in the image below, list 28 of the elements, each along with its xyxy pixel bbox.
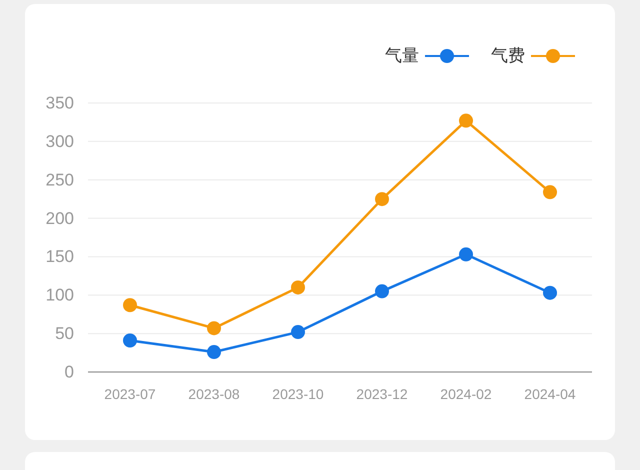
point: [459, 114, 473, 128]
x-tick-label: 2024-04: [524, 386, 576, 402]
point: [123, 333, 137, 348]
point: [207, 321, 221, 336]
y-tick-label: 200: [46, 208, 74, 228]
legend-label: 气量: [385, 46, 419, 66]
point: [123, 298, 137, 312]
x-tick-label: 2023-12: [356, 386, 408, 402]
y-tick-label: 100: [46, 286, 74, 305]
y-tick-label: 150: [46, 247, 74, 266]
point: [375, 284, 389, 298]
point: [291, 325, 305, 340]
x-tick-label: 2023-10: [272, 386, 324, 402]
y-tick-label: 300: [46, 132, 74, 151]
point: [375, 192, 389, 206]
point: [543, 286, 557, 300]
x-tick-label: 2023-07: [104, 386, 156, 402]
y-tick-label: 50: [55, 324, 74, 344]
point: [459, 247, 473, 262]
y-tick-label: 250: [46, 170, 74, 190]
legend-label: 气费: [491, 46, 525, 66]
y-tick-label: 350: [46, 94, 74, 112]
x-tick-label: 2023-08: [188, 386, 240, 402]
point: [207, 345, 221, 360]
point: [291, 280, 305, 294]
x-tick-label: 2024-02: [440, 386, 492, 402]
y-tick-label: 0: [64, 362, 74, 382]
point: [543, 185, 557, 200]
